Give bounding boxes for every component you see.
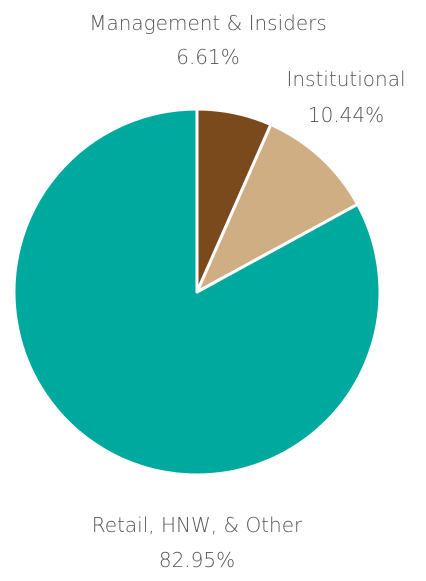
slice-label-institutional: Institutional: [286, 67, 405, 91]
pie-slice-institutional: [195, 123, 360, 294]
pie-slice-retail-hnw-other: [12, 107, 382, 477]
slice-value-institutional: 10.44%: [308, 103, 384, 127]
slice-value-management-insiders: 6.61%: [176, 45, 240, 69]
pie-slices: [12, 107, 382, 477]
slice-value-retail-hnw-other: 82.95%: [159, 548, 235, 572]
slice-label-management-insiders: Management & Insiders: [89, 11, 327, 35]
slice-label-retail-hnw-other: Retail, HNW, & Other: [92, 513, 303, 537]
